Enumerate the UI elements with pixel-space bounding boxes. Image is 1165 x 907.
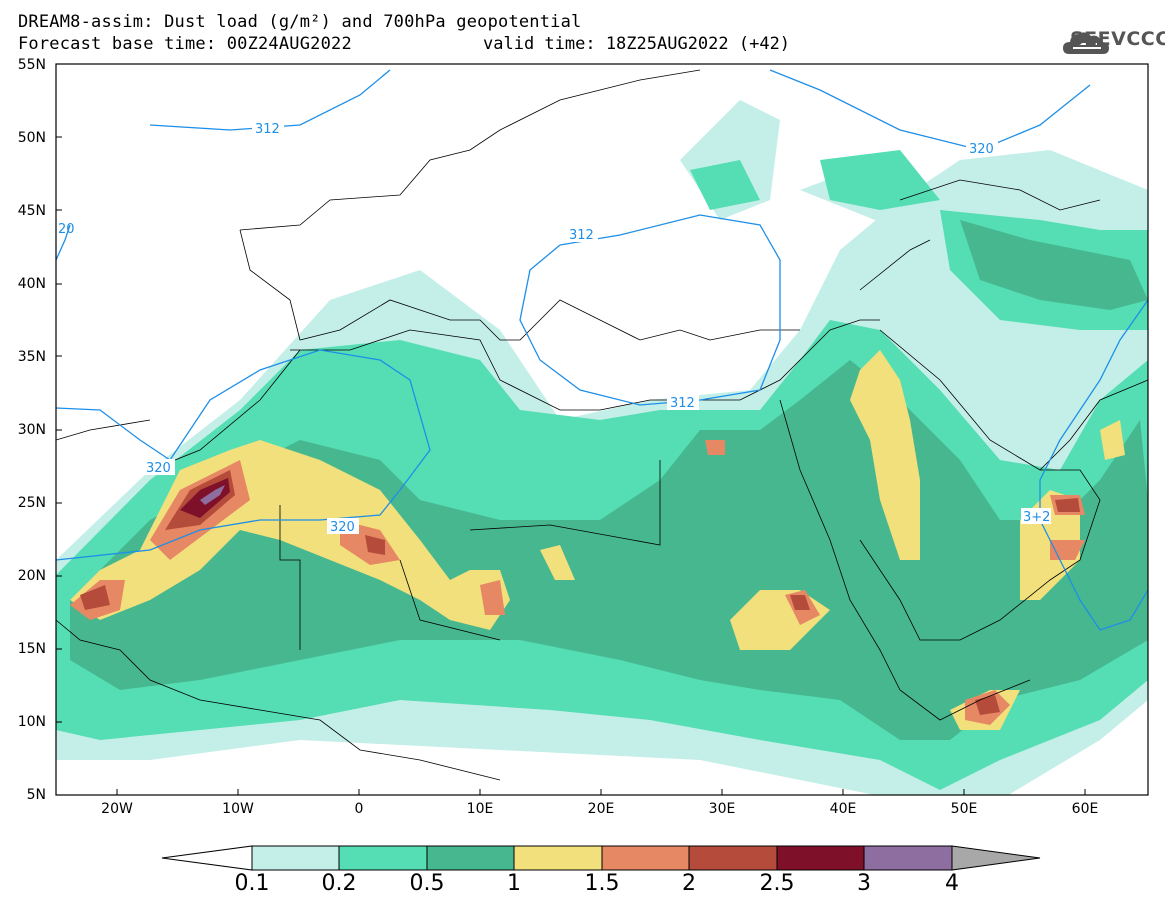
colorbar-high-arrow	[951, 845, 1041, 871]
dust-field	[56, 69, 1148, 795]
geopotential-contours	[56, 69, 1148, 631]
colorbar-bin-4	[513, 845, 603, 871]
colorbar-bin-8	[863, 845, 953, 871]
lat-label: 20N	[17, 568, 46, 584]
contour-label-group: 312 320 312 320 312 320 3+2 20	[58, 120, 1051, 535]
dust-level-1.5	[70, 440, 1085, 725]
colorbar-bin-5	[601, 845, 690, 871]
lon-label: 10E	[466, 801, 494, 817]
colorbar-label: 1.5	[584, 871, 620, 896]
colorbar-label: 0.2	[321, 871, 357, 896]
dust-level-1	[70, 440, 510, 630]
lon-label: 20W	[101, 801, 133, 817]
colorbar-bin-7	[776, 845, 865, 871]
colorbar-label: 2	[682, 871, 696, 896]
colorbar	[161, 845, 1041, 871]
map-title: DREAM8-assim: Dust load (g/m²) and 700hP…	[18, 12, 582, 32]
lat-label: 25N	[17, 495, 46, 511]
logo-text: SEEVCCC	[1070, 28, 1165, 50]
colorbar-label: 2.5	[759, 871, 795, 896]
lat-label: 30N	[17, 422, 46, 438]
colorbar-label: 4	[945, 871, 959, 896]
colorbar-label: 3	[857, 871, 871, 896]
contour-label-320a: 320	[969, 142, 994, 157]
cloud-logo-icon	[1063, 32, 1109, 54]
lat-label: 45N	[17, 203, 46, 219]
colorbar-bin-6	[688, 845, 778, 871]
valid-time: valid time: 18Z25AUG2022 (+42)	[483, 34, 791, 54]
lon-label: 50E	[950, 801, 978, 817]
lon-label: 60E	[1071, 801, 1099, 817]
colorbar-bin-2	[338, 845, 428, 871]
lon-label: 20E	[587, 801, 615, 817]
contour-label-312a: 312	[255, 122, 280, 137]
colorbar-label: 0.5	[409, 871, 445, 896]
contour-label-312b: 312	[569, 228, 594, 243]
lat-label: 15N	[17, 641, 46, 657]
lat-label: 55N	[17, 57, 46, 73]
lat-label: 50N	[17, 130, 46, 146]
contour-label-312d: 3+2	[1023, 510, 1050, 525]
contour-label-320b: 320	[146, 461, 171, 476]
lat-label: 5N	[26, 787, 46, 803]
lat-label: 35N	[17, 349, 46, 365]
colorbar-bin-3	[426, 845, 515, 871]
colorbar-label: 1	[507, 871, 521, 896]
dust-level-4	[200, 485, 225, 505]
lat-label: 40N	[17, 276, 46, 292]
axis-ticks	[56, 136, 1086, 795]
colorbar-bin-1	[251, 845, 340, 871]
contour-label-312c: 312	[670, 396, 695, 411]
contour-label-20: 20	[58, 222, 75, 237]
coastlines-borders	[56, 69, 1148, 781]
contour-label-320c: 320	[330, 520, 355, 535]
colorbar-label: 0.1	[234, 871, 270, 896]
lon-label: 30E	[708, 801, 736, 817]
colorbar-low-arrow	[161, 845, 253, 871]
lon-label: 10W	[222, 801, 254, 817]
forecast-base-time: Forecast base time: 00Z24AUG2022	[18, 34, 352, 54]
lon-label: 40E	[829, 801, 857, 817]
lon-label: 0	[354, 801, 364, 817]
lat-label: 10N	[17, 714, 46, 730]
